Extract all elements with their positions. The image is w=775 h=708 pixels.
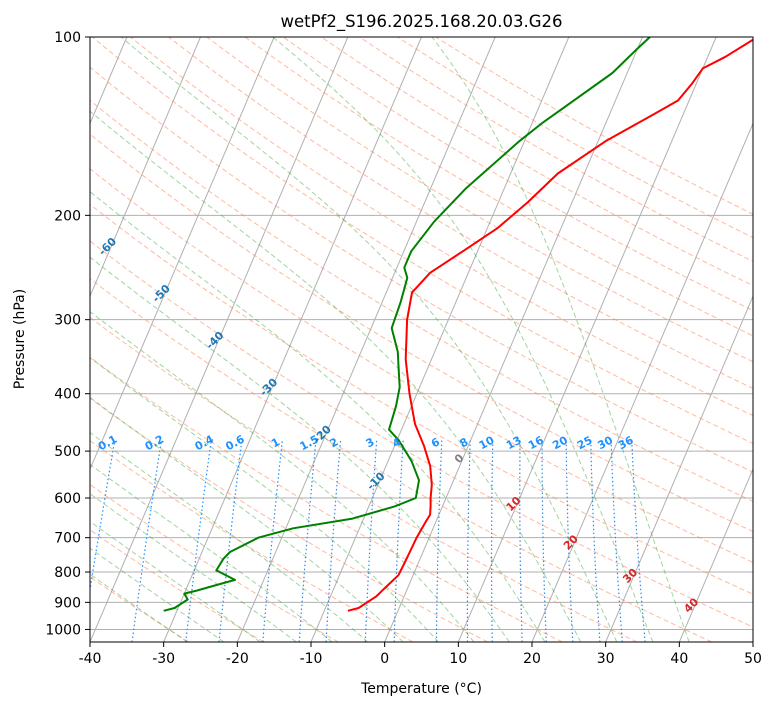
moist-adiabat-line	[272, 37, 654, 642]
dry-adiabat-line	[206, 37, 753, 363]
isotherm-line	[236, 37, 496, 642]
moist-adiabat-line	[431, 37, 690, 642]
moist-adiabat-line	[90, 463, 333, 642]
dry-adiabat-line	[282, 37, 753, 312]
moist-adiabat-line	[90, 310, 475, 642]
mixing-ratio-line	[435, 440, 443, 642]
moist-adiabat-line	[90, 356, 439, 642]
isotherm-line	[90, 37, 349, 642]
y-tick-label: 400	[54, 387, 81, 403]
mixing-ratio-label: 30	[595, 433, 615, 452]
moist-adiabat-line	[90, 191, 546, 642]
isotherm-line	[605, 295, 753, 642]
x-tick-label: 50	[744, 651, 762, 667]
mixing-ratio-label: 13	[504, 434, 524, 453]
mixing-ratio-line	[565, 440, 574, 642]
dry-adiabat-line	[244, 37, 753, 337]
x-tick-label: 30	[597, 651, 615, 667]
plot-area	[90, 37, 753, 642]
x-tick-label: 0	[380, 651, 389, 667]
mixing-ratio-line	[131, 440, 162, 642]
mixing-ratio-line	[325, 440, 342, 642]
y-tick-label: 900	[54, 595, 81, 611]
isotherm-line	[384, 37, 643, 642]
y-tick-label: 500	[54, 444, 81, 460]
dry-adiabat-line	[90, 278, 712, 642]
mixing-ratio-line	[590, 440, 601, 642]
y-tick-label: 100	[54, 30, 81, 46]
dry-adiabat-line	[90, 203, 753, 595]
moist-adiabat-line	[90, 256, 510, 642]
mixing-ratio-label: 20	[550, 433, 570, 452]
dry-adiabat-line	[90, 240, 753, 628]
moist-adiabat-line	[90, 573, 188, 642]
mixing-ratio-line	[364, 440, 378, 642]
dewpoint-profile-line	[163, 37, 651, 612]
plot-frame	[89, 36, 754, 643]
dry-adiabat-line	[90, 397, 488, 642]
moist-adiabat-line	[90, 520, 261, 642]
y-tick-label: 200	[54, 208, 81, 224]
y-tick-label: 800	[54, 565, 81, 581]
isotherm-line	[457, 37, 717, 642]
mixing-ratio-line	[185, 440, 212, 642]
isotherm-line	[163, 37, 422, 642]
mixing-ratio-label: 10	[477, 433, 497, 452]
mixing-ratio-line	[262, 440, 283, 642]
dry-adiabat-line	[90, 529, 264, 642]
y-axis-label: Pressure (hPa)	[12, 289, 28, 389]
dry-adiabat-line	[90, 356, 563, 642]
dry-adiabat-line	[90, 133, 753, 533]
moist-adiabat-line	[120, 37, 618, 642]
axis-ticks: -40 -30 -20 -10 0 10 20 30 40 50 100 200 300 400 500 60…	[45, 30, 762, 667]
mixing-ratio-line	[519, 440, 523, 642]
mixing-ratio-line	[298, 440, 317, 642]
dry-adiabat-line	[90, 483, 339, 642]
mixing-ratio-line	[610, 440, 623, 642]
dry-adiabat-line	[90, 440, 414, 642]
mixing-ratio-line	[631, 440, 646, 642]
moist-adiabat-line	[90, 547, 225, 642]
isotherm-line	[90, 37, 275, 471]
isotherm-line	[90, 37, 201, 298]
y-tick-label: 600	[54, 491, 81, 507]
moist-adiabat-line	[90, 431, 369, 642]
x-tick-label: 40	[670, 651, 688, 667]
dry-adiabat-line	[90, 316, 638, 642]
x-axis-label: Temperature (°C)	[360, 681, 482, 697]
y-tick-label: 1000	[45, 622, 81, 638]
x-tick-label: 10	[449, 651, 467, 667]
x-tick-label: -40	[79, 651, 102, 667]
mixing-ratio-line	[466, 440, 471, 642]
mixing-ratio-line	[541, 440, 547, 642]
x-tick-label: -10	[300, 651, 323, 667]
mixing-ratio-label: 25	[575, 434, 595, 453]
mixing-ratio-line	[90, 440, 116, 594]
chart-title: wetPf2_S196.2025.168.20.03.G26	[280, 12, 562, 32]
mixing-ratio-label: 16	[526, 433, 546, 452]
mixing-ratio-line	[393, 440, 404, 642]
mixing-ratio-line	[490, 440, 494, 642]
mixing-ratio-label: 36	[616, 433, 636, 452]
isotherm-line	[678, 467, 753, 642]
x-tick-label: -20	[226, 651, 249, 667]
mixing-ratio-line	[218, 440, 243, 642]
moist-adiabat-line	[90, 110, 582, 642]
x-tick-label: -30	[152, 651, 175, 667]
dry-adiabat-line	[90, 99, 753, 502]
dry-adiabat-line	[90, 66, 753, 473]
y-tick-label: 700	[54, 531, 81, 547]
isotherm-line	[531, 122, 753, 642]
x-tick-label: 20	[523, 651, 541, 667]
dry-adiabat-line	[90, 168, 753, 563]
temperature-profile-line	[347, 38, 753, 612]
y-tick-label: 300	[54, 313, 81, 329]
dry-adiabat-line	[168, 37, 753, 389]
